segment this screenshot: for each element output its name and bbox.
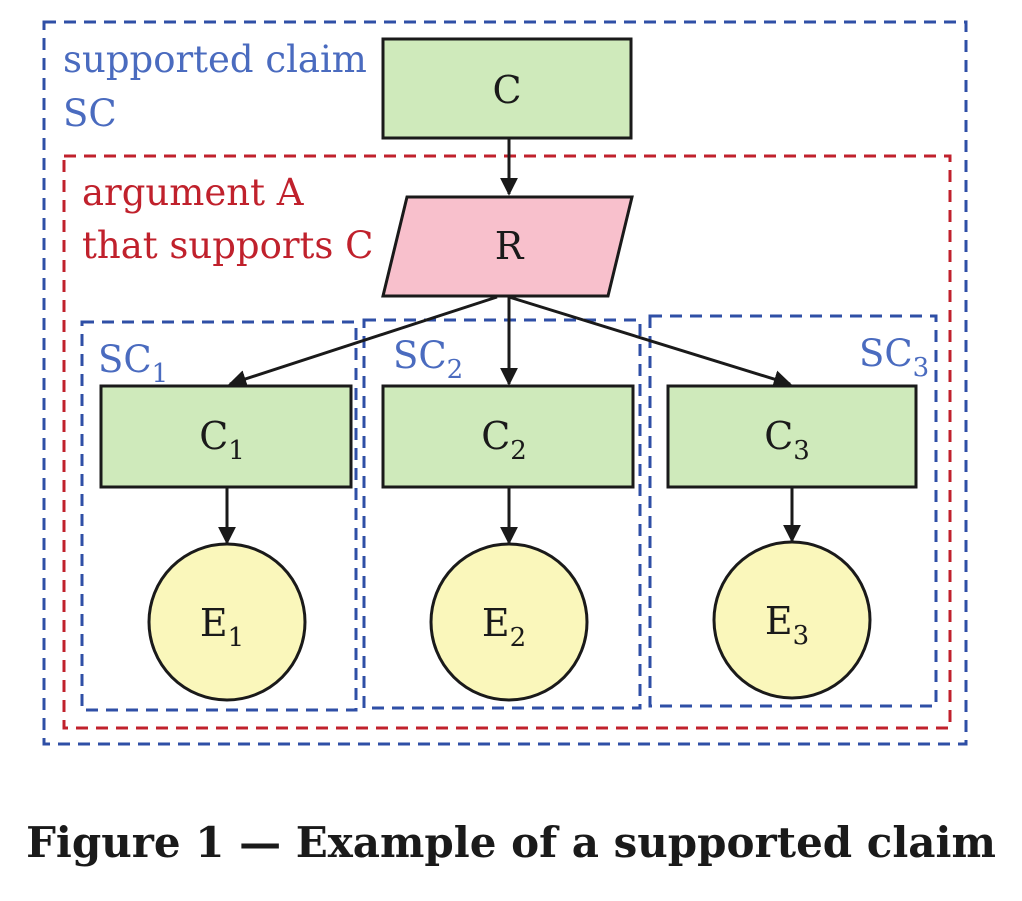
sub-claim-group-1-label: SC1 bbox=[98, 338, 168, 389]
sub-claim-group-3-label: SC3 bbox=[859, 332, 929, 383]
sub-claim-3-node bbox=[666, 384, 918, 489]
evidence-1-node bbox=[147, 542, 307, 702]
reasoning-node bbox=[381, 195, 634, 298]
sub-claim-1-node bbox=[99, 384, 353, 489]
sub-claim-group-1-boundary bbox=[80, 320, 358, 712]
supported-claim-boundary bbox=[42, 20, 968, 746]
supported-claim-label: supported claim bbox=[63, 38, 367, 81]
evidence-3-node bbox=[712, 540, 872, 700]
arrow-reasoning-to-sub-claim-3 bbox=[508, 295, 792, 388]
sub-claim-group-3-boundary bbox=[648, 314, 938, 708]
argument-supports-label: that supports C bbox=[82, 224, 373, 267]
sub-claim-3-label: C3 bbox=[764, 414, 810, 466]
arrow-reasoning-to-sub-claim-1 bbox=[228, 295, 498, 388]
argument-boundary bbox=[62, 154, 952, 730]
sub-claim-group-2-boundary bbox=[362, 318, 642, 710]
evidence-1-label: E1 bbox=[200, 601, 244, 653]
figure-caption: Figure 1 — Example of a supported claim bbox=[26, 818, 996, 867]
argument-label: argument A bbox=[82, 171, 305, 214]
reasoning-node-label: R bbox=[495, 224, 525, 268]
sub-claim-2-label: C2 bbox=[481, 414, 527, 466]
evidence-2-label: E2 bbox=[482, 601, 526, 653]
evidence-3-label: E3 bbox=[765, 599, 809, 651]
sub-claim-1-label: C1 bbox=[199, 414, 245, 466]
sub-claim-2-node bbox=[381, 384, 635, 489]
claim-node bbox=[381, 37, 633, 140]
supported-claim-abbrev: SC bbox=[63, 92, 117, 135]
sub-claim-group-2-label: SC2 bbox=[393, 334, 463, 385]
evidence-2-node bbox=[429, 542, 589, 702]
claim-node-label: C bbox=[492, 68, 521, 112]
supported-claim-diagram: supported claim SC argument A that suppo… bbox=[42, 20, 968, 746]
